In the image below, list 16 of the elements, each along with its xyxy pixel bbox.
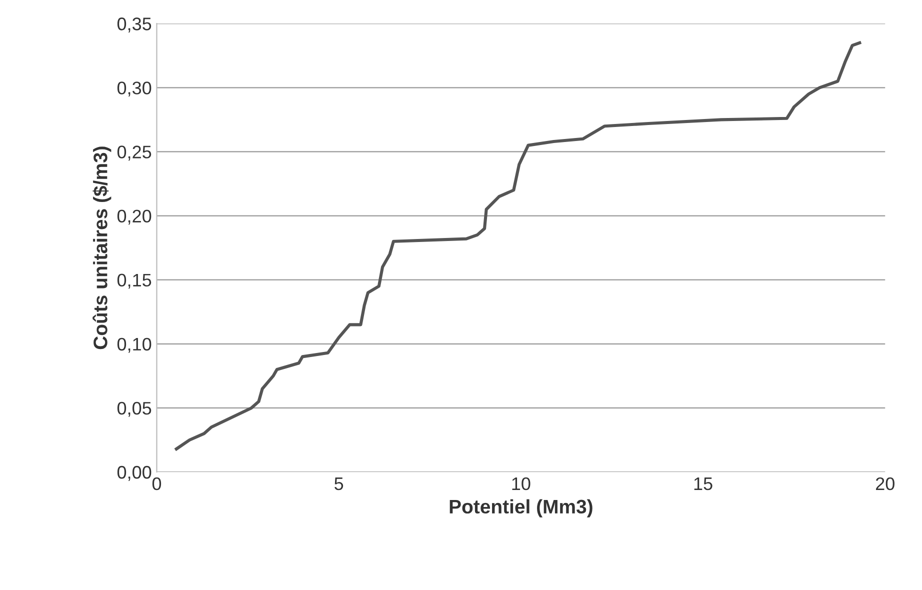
y-tick-label: 0,35 — [117, 18, 152, 32]
y-tick-label: 0,10 — [117, 338, 152, 353]
x-tick-label: 20 — [876, 477, 894, 490]
line-series — [174, 41, 862, 450]
y-axis-title: Coûts unitaires ($/m3) — [92, 146, 112, 350]
x-tick-label: 0 — [152, 477, 162, 490]
y-tick-label: 0,20 — [117, 210, 152, 225]
y-tick-label: 0,30 — [117, 82, 152, 97]
x-tick-label: 10 — [512, 477, 530, 490]
y-tick-label: 0,15 — [117, 274, 152, 289]
y-tick-label: 0,00 — [117, 466, 152, 481]
x-axis-title: Potentiel (Mm3) — [450, 499, 592, 518]
y-tick-label: 0,05 — [117, 402, 152, 417]
x-tick-label: 15 — [694, 478, 712, 490]
y-tick-label: 0,25 — [117, 146, 152, 161]
x-tick-label: 5 — [334, 478, 344, 490]
